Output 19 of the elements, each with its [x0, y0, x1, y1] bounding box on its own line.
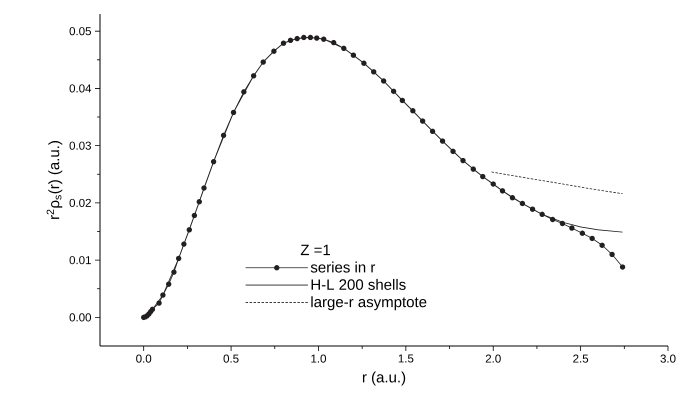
y-axis-title: r$^{2}$ρ$_{s}$(r) (a.u.): [46, 141, 62, 219]
y-tick-label: 0.02: [70, 198, 91, 207]
y-tick-label: 0.05: [70, 27, 91, 36]
legend-label: large-r asymptote: [311, 296, 426, 310]
y-tick-label: 0.00: [70, 313, 92, 322]
x-tick-label: 0.0: [136, 354, 152, 363]
x-tick-label: 1.0: [311, 354, 326, 363]
y-tick-label: 0.03: [70, 142, 91, 150]
x-axis-title: r (a.u.): [362, 371, 406, 386]
legend-label: H-L 200 shells: [312, 278, 406, 290]
legend-label: series in r: [310, 262, 376, 273]
y-tick-label: 0.01: [70, 256, 91, 264]
y-tick-label: 0.04: [70, 84, 92, 92]
x-tick-label: 2.0: [486, 354, 501, 363]
x-tick-label: 2.5: [573, 354, 588, 363]
legend-title: Z =1: [300, 244, 330, 256]
x-tick-label: 3.0: [660, 354, 676, 363]
x-tick-label: 1.5: [398, 354, 414, 363]
x-tick-label: 0.5: [224, 354, 239, 363]
